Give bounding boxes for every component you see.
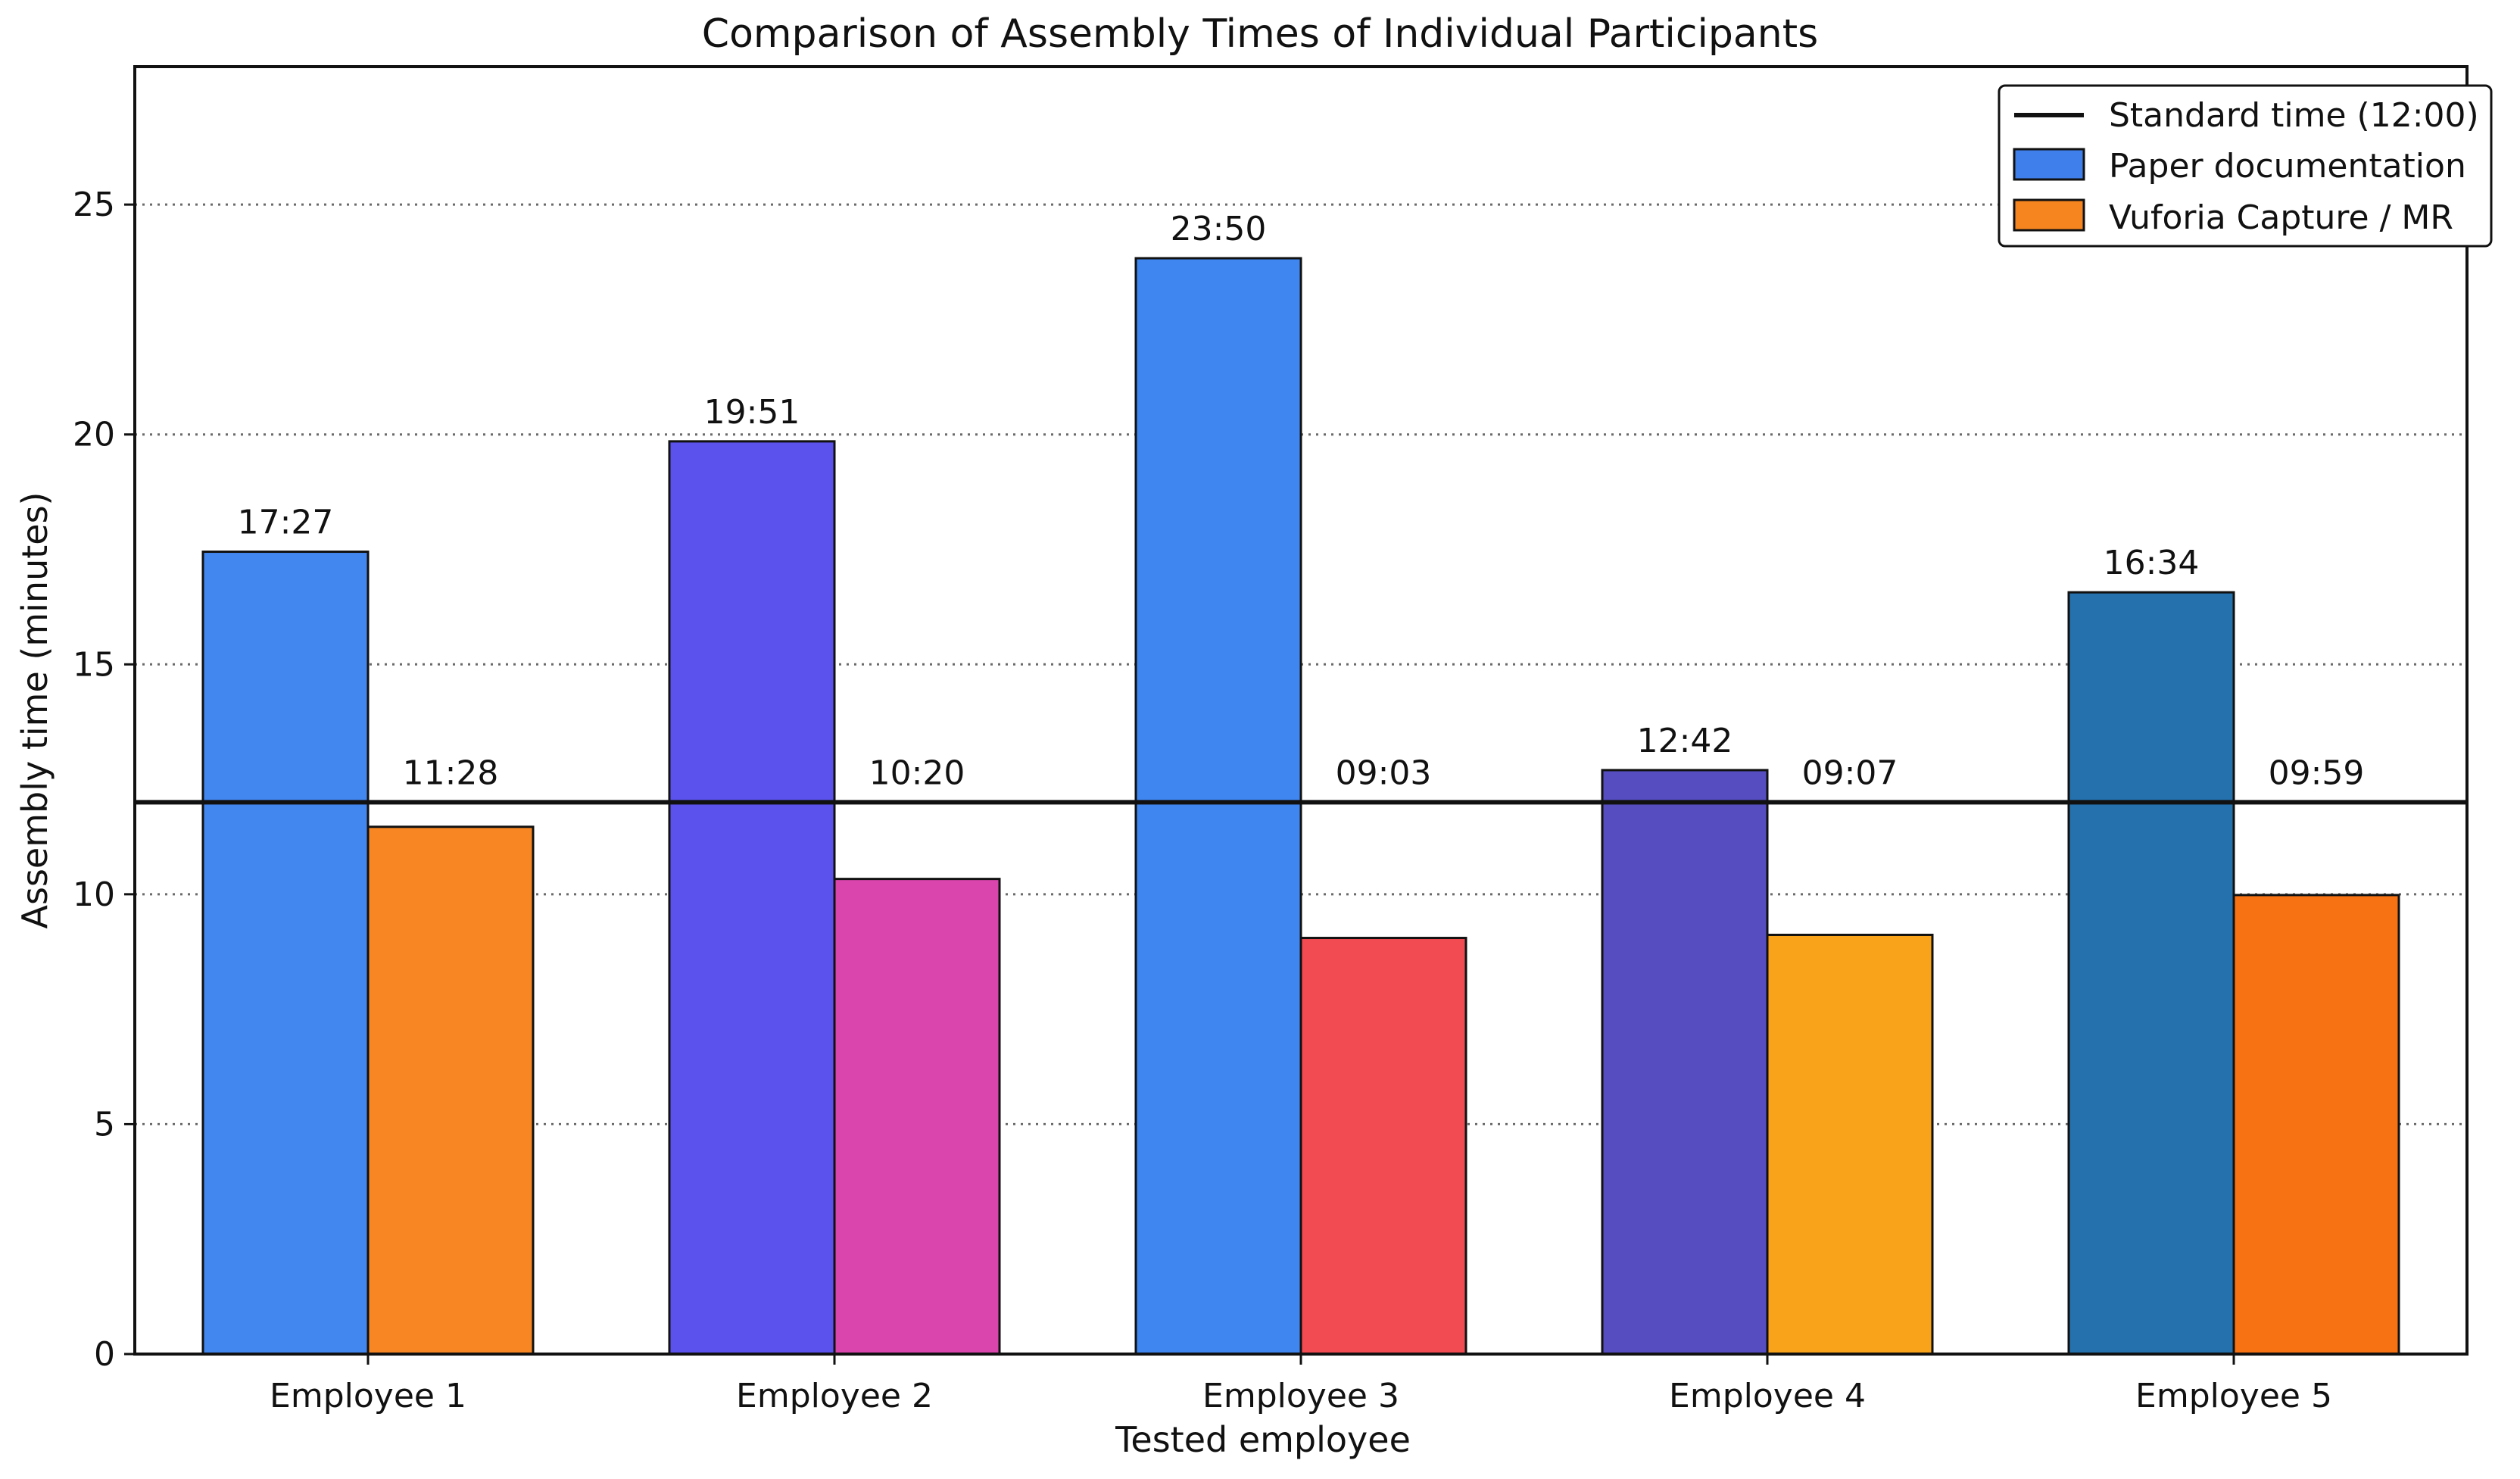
paper-documentation-value-label: 16:34 [2104,544,2200,582]
legend-paper-documentation-label: Paper documentation [2109,147,2466,186]
x-tick-label: Employee 4 [1669,1377,1866,1415]
paper-documentation-bar [201,551,370,1356]
x-tick-label: Employee 2 [736,1377,933,1415]
legend-vuforia-capture-swatch [2013,198,2085,232]
paper-documentation-bar [668,440,836,1356]
y-tick-label: 5 [94,1105,115,1144]
paper-documentation-bar [2067,591,2235,1356]
legend-standard-time-label: Standard time (12:00) [2109,96,2479,135]
vuforia-capture-bar [366,825,535,1356]
plot-bars [201,257,2400,1356]
y-tick-label: 0 [94,1335,115,1374]
y-tick-label: 20 [73,416,115,454]
axis-ticks: 0 5 10 15 20 25 Employee 1 Employee 2 Employee 3… [73,186,2332,1415]
paper-documentation-bar [1134,257,1302,1356]
paper-documentation-bar [1601,769,1769,1356]
x-tick-label: Employee 3 [1202,1377,1399,1415]
vuforia-capture-bar [1299,937,1467,1356]
x-tick-label: Employee 5 [2135,1377,2332,1415]
legend-paper-documentation-swatch [2013,148,2085,181]
vuforia-capture-bar [2232,894,2400,1356]
y-tick-label: 15 [73,645,115,684]
x-tick-label: Employee 1 [270,1377,466,1415]
legend: Standard time (12:00) Paper documentatio… [1998,84,2493,248]
legend-vuforia-capture-label: Vuforia Capture / MR [2109,198,2453,237]
x-axis-label: Tested employee [1115,1419,1411,1460]
vuforia-capture-value-label: 10:20 [869,754,965,792]
legend-frame [1998,84,2493,248]
y-axis-label: Assembly time (minutes) [14,492,55,929]
y-tick-label: 10 [73,875,115,914]
vuforia-capture-value-label: 11:28 [403,754,499,792]
paper-documentation-value-label: 17:27 [238,504,334,542]
vuforia-capture-value-label: 09:59 [2269,754,2365,792]
data-labels: 17:27 11:28 19:51 10:20 23:50 09:03 12:42 09:07… [238,210,2365,792]
vuforia-capture-value-label: 09:07 [1802,754,1898,792]
vuforia-capture-bar [833,878,1001,1356]
y-tick-label: 25 [73,186,115,224]
chart-title: Comparison of Assembly Times of Individu… [702,11,1818,57]
paper-documentation-value-label: 12:42 [1637,722,1733,760]
vuforia-capture-value-label: 09:03 [1336,754,1432,792]
vuforia-capture-bar [1766,933,1934,1356]
paper-documentation-value-label: 19:51 [704,393,800,432]
paper-documentation-value-label: 23:50 [1171,210,1267,248]
